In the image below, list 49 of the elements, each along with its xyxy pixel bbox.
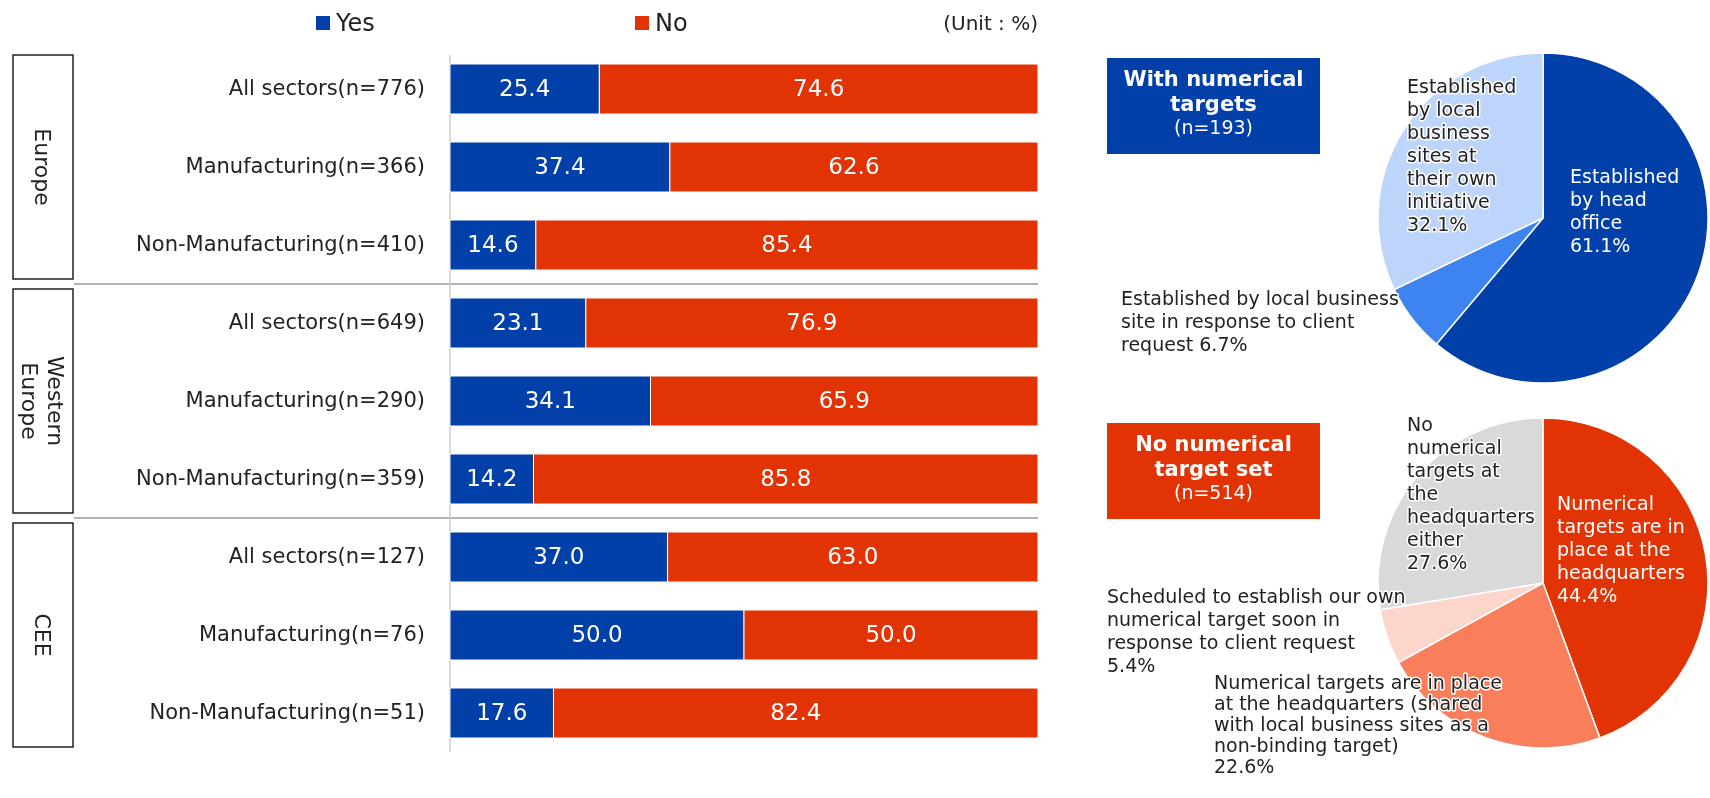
data-label: 62.6 — [828, 152, 880, 179]
y-tick-label: Manufacturing(n=290) — [185, 388, 425, 412]
data-label: 50.0 — [865, 620, 917, 647]
data-label: 22.6% — [1214, 755, 1275, 777]
slice-label: Numerical targets are in place at the headquarters — [1557, 492, 1685, 583]
y-tick-label: Non-Manufacturing(n=51) — [149, 700, 425, 724]
legend-label: Yes — [335, 9, 375, 37]
data-label: 23.1 — [492, 308, 544, 335]
y-tick-label: Manufacturing(n=366) — [185, 154, 425, 178]
y-tick-label: Non-Manufacturing(n=410) — [136, 232, 425, 256]
data-label: 85.8 — [760, 464, 812, 491]
data-label: 37.4 — [534, 152, 586, 179]
data-label: 14.6 — [467, 230, 519, 257]
data-label: 76.9 — [786, 308, 838, 335]
slice-label: Scheduled to establish our own numerical target soon in response to client request — [1107, 585, 1406, 653]
slice-label: Established by local business sites at their own initiative — [1407, 75, 1517, 212]
text: No numerical target set — [1135, 432, 1292, 481]
y-tick-label: All sectors(n=649) — [228, 310, 425, 334]
data-label: 25.4 — [499, 74, 551, 101]
data-label: 82.4 — [770, 698, 822, 725]
y-tick-label: All sectors(n=776) — [228, 76, 425, 100]
slice-label: No numerical targets at the headquarters either — [1407, 413, 1535, 550]
slice-label: Established by head office — [1570, 165, 1680, 233]
text: (n=193) — [1173, 116, 1254, 138]
data-label: 50.0 — [571, 620, 623, 647]
data-label: 74.6 — [793, 74, 845, 101]
text: With numerical targets — [1123, 67, 1304, 116]
y-tick-label: All sectors(n=127) — [228, 544, 425, 568]
series-label: No — [655, 9, 688, 37]
data-label: 85.4 — [761, 230, 813, 257]
data-label: 63.0 — [827, 542, 879, 569]
data-label: 14.2 — [466, 464, 518, 491]
data-label: 61.1% — [1570, 234, 1631, 256]
y-tick-label: Non-Manufacturing(n=359) — [136, 466, 425, 490]
data-label: 5.4% — [1107, 654, 1156, 676]
text: CEE — [30, 613, 55, 657]
data-label: 34.1 — [524, 386, 576, 413]
data-label: 44.4% — [1557, 584, 1618, 606]
data-label: 27.6% — [1407, 551, 1468, 573]
text: (n=514) — [1173, 481, 1254, 503]
data-label: 17.6 — [476, 698, 528, 725]
data-label: 37.0 — [533, 542, 585, 569]
text: Europe — [30, 128, 55, 206]
slice-label: Established by local business site in response to client request 6.7% — [1121, 287, 1399, 355]
text: Western Europe — [17, 355, 68, 447]
y-tick-label: Manufacturing(n=76) — [198, 622, 425, 646]
data-label: 65.9 — [818, 386, 870, 413]
text: (Unit : %) — [943, 10, 1038, 35]
data-label: 32.1% — [1407, 213, 1468, 235]
